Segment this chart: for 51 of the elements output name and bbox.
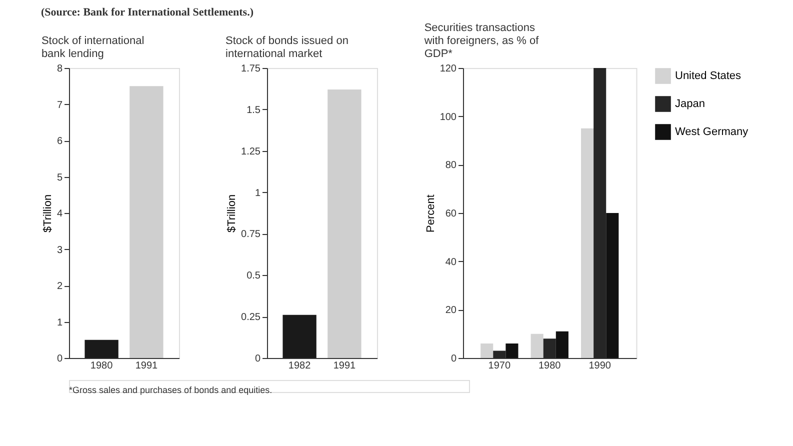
y-tick-label: 1.5 bbox=[246, 104, 261, 116]
text: *Gross sales and purchases of bonds and equities. bbox=[69, 385, 272, 395]
y-tick-label: 0 bbox=[450, 354, 457, 364]
bar bbox=[480, 344, 494, 358]
x-tick-label: 1980 bbox=[538, 360, 562, 372]
y-tick-label: 120 bbox=[440, 64, 457, 74]
y-tick-label: 80 bbox=[445, 160, 457, 172]
x-tick-label: 1980 bbox=[90, 360, 114, 372]
y-tick-label: 6 bbox=[56, 136, 63, 147]
y-axis-title: $Trillion bbox=[226, 194, 238, 233]
y-axis-title: $Trillion bbox=[42, 194, 54, 233]
legend-label: United States bbox=[675, 70, 742, 82]
x-tick-label: 1991 bbox=[135, 360, 158, 372]
bar bbox=[543, 338, 556, 358]
y-tick-label: 8 bbox=[56, 64, 63, 74]
x-tick-label: 1970 bbox=[488, 360, 511, 372]
y-tick-label: 4 bbox=[56, 208, 63, 220]
bar bbox=[530, 334, 544, 358]
x-tick-label: 1990 bbox=[588, 360, 612, 372]
y-tick-label: 2 bbox=[56, 281, 63, 292]
y-tick-label: 1 bbox=[56, 317, 63, 328]
chart-title: Securities transactions with foreigners, as % of GDP* bbox=[423, 22, 540, 60]
y-tick-label: 1.75 bbox=[241, 64, 261, 74]
y-tick-label: 0.75 bbox=[241, 229, 261, 240]
x-tick-label: 1991 bbox=[333, 360, 356, 372]
y-tick-label: 0.25 bbox=[241, 312, 261, 324]
y-tick-label: 3 bbox=[56, 244, 63, 256]
y-tick-label: 1.25 bbox=[241, 146, 261, 158]
bar bbox=[581, 128, 594, 358]
y-tick-label: 100 bbox=[440, 112, 457, 123]
y-tick-label: 40 bbox=[445, 256, 457, 268]
chart-title: Stock of bonds issued on international market bbox=[226, 35, 348, 60]
y-tick-label: 5 bbox=[56, 172, 63, 184]
y-tick-label: 0.5 bbox=[246, 270, 261, 282]
bar bbox=[506, 344, 518, 358]
chart-title: Stock of international bank lending bbox=[41, 35, 144, 60]
text: (Source: Bank for International Settlements.) bbox=[40, 6, 254, 18]
bar bbox=[556, 331, 568, 358]
y-tick-label: 0 bbox=[254, 354, 261, 364]
legend-label: Japan bbox=[675, 98, 705, 110]
bar bbox=[606, 213, 619, 358]
x-tick-label: 1982 bbox=[288, 360, 312, 372]
y-tick-label: 1 bbox=[254, 188, 261, 199]
legend-label: West Germany bbox=[675, 126, 749, 138]
y-tick-label: 7 bbox=[56, 100, 63, 111]
bar bbox=[594, 68, 606, 358]
bar bbox=[493, 350, 506, 358]
y-tick-label: 0 bbox=[56, 354, 63, 364]
y-tick-label: 20 bbox=[445, 305, 457, 316]
y-tick-label: 60 bbox=[445, 208, 457, 220]
y-axis-title: Percent bbox=[424, 194, 437, 232]
